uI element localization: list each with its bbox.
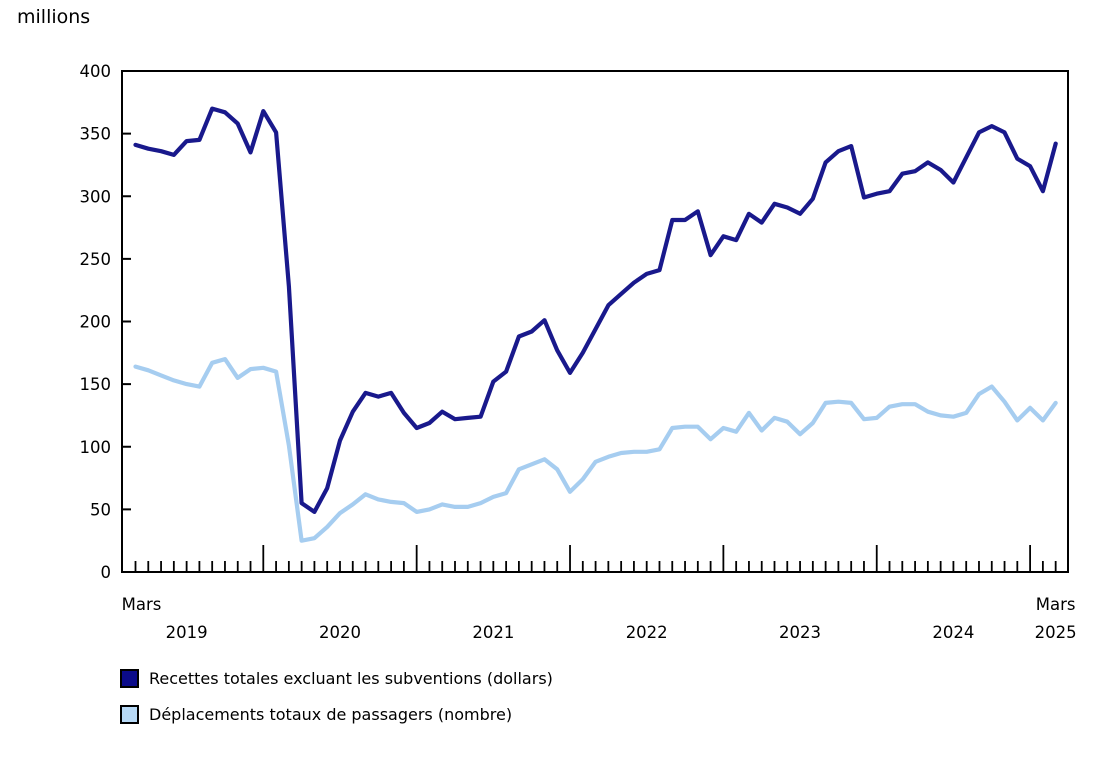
y-tick-label: 350 bbox=[80, 125, 112, 144]
y-tick-label: 200 bbox=[80, 313, 112, 332]
x-label-year-end: 2025 bbox=[1035, 623, 1077, 642]
legend-item-recettes: Recettes totales excluant les subvention… bbox=[120, 669, 553, 688]
series-line-deplacements bbox=[133, 357, 1058, 543]
y-axis-unit-label: millions bbox=[17, 6, 91, 28]
plot-border bbox=[121, 70, 1069, 573]
x-label-mars-end: Mars bbox=[1036, 595, 1076, 614]
y-tick-label: 300 bbox=[80, 187, 112, 206]
legend-swatch-deplacements bbox=[120, 705, 139, 724]
y-tick-label: 250 bbox=[80, 250, 112, 269]
x-label-year: 2023 bbox=[779, 623, 821, 642]
y-tick-label: 100 bbox=[80, 438, 112, 457]
x-label-year: 2020 bbox=[319, 623, 361, 642]
x-label-year: 2022 bbox=[626, 623, 668, 642]
y-tick-label: 400 bbox=[80, 62, 112, 81]
x-label-mars-start: Mars bbox=[122, 595, 162, 614]
series-line-recettes bbox=[133, 106, 1058, 514]
y-tick-label: 150 bbox=[80, 375, 112, 394]
y-tick-label: 50 bbox=[90, 500, 111, 519]
x-label-year: 2019 bbox=[166, 623, 208, 642]
legend-item-deplacements: Déplacements totaux de passagers (nombre… bbox=[120, 705, 553, 724]
legend: Recettes totales excluant les subvention… bbox=[120, 669, 553, 724]
legend-swatch-recettes bbox=[120, 669, 139, 688]
legend-label-deplacements: Déplacements totaux de passagers (nombre… bbox=[149, 705, 513, 724]
x-label-year: 2021 bbox=[472, 623, 514, 642]
y-tick-label: 0 bbox=[101, 563, 112, 582]
legend-label-recettes: Recettes totales excluant les subvention… bbox=[149, 669, 553, 688]
x-label-year: 2024 bbox=[932, 623, 974, 642]
